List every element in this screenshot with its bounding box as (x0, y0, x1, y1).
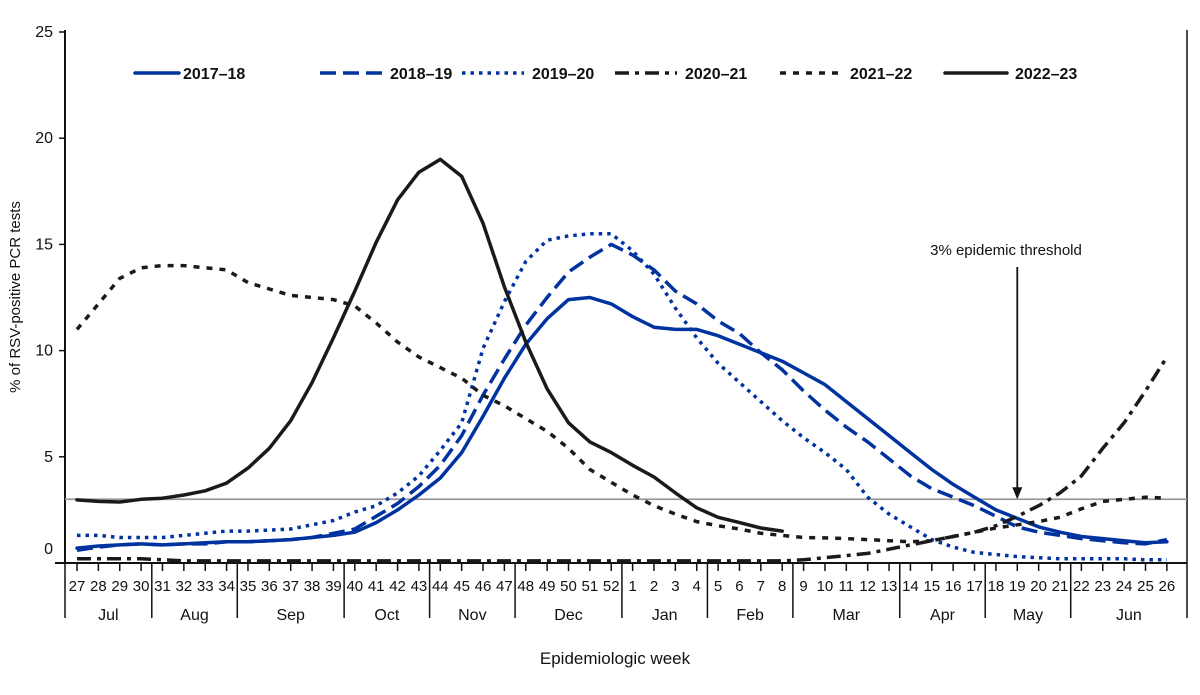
y-tick-label: 15 (35, 236, 53, 253)
y-tick-label: 10 (35, 343, 53, 360)
legend-label-1: 2018–19 (390, 66, 452, 83)
x-tick-label: 10 (817, 578, 834, 595)
x-tick-label: 5 (714, 578, 722, 595)
series-line-3 (77, 356, 1169, 563)
x-tick-label: 12 (859, 578, 876, 595)
legend-label-3: 2020–21 (685, 66, 747, 83)
series-line-1 (76, 242, 1168, 553)
x-tick-label: 48 (517, 578, 534, 595)
month-label: May (1013, 607, 1043, 624)
x-tick-label: 4 (693, 578, 701, 595)
x-tick-label: 29 (111, 578, 128, 595)
series-lines (75, 157, 1169, 563)
month-label: Dec (554, 607, 582, 624)
y-tick-label: 5 (44, 449, 53, 466)
legend-label-5: 2022–23 (1015, 66, 1077, 83)
x-tick-label: 3 (671, 578, 679, 595)
y-tick-label: 20 (35, 130, 53, 147)
month-label: Feb (736, 607, 764, 624)
series-line-4 (75, 263, 1167, 544)
x-tick-label: 36 (261, 578, 278, 595)
x-tick-label: 34 (218, 578, 235, 595)
x-tick-label: 19 (1009, 578, 1026, 595)
month-label: Jun (1116, 607, 1142, 624)
x-tick-label: 32 (176, 578, 193, 595)
x-tick-label: 50 (560, 578, 577, 595)
x-tick-label: 37 (282, 578, 299, 595)
x-tick-label: 38 (304, 578, 321, 595)
x-tick-label: 51 (582, 578, 599, 595)
x-tick-label: 27 (69, 578, 86, 595)
legend-label-2: 2019–20 (532, 66, 594, 83)
x-tick-label: 14 (902, 578, 919, 595)
x-tick-label: 33 (197, 578, 214, 595)
x-tick-label: 16 (945, 578, 962, 595)
x-tick-label: 42 (389, 578, 406, 595)
month-label: Sep (276, 607, 305, 624)
x-tick-label: 22 (1073, 578, 1090, 595)
x-tick-label: 13 (881, 578, 898, 595)
x-tick-label: 41 (368, 578, 385, 595)
month-label: Oct (374, 607, 399, 624)
threshold-label: 3% epidemic threshold (930, 242, 1082, 259)
x-tick-label: 6 (735, 578, 743, 595)
x-tick-label: 30 (133, 578, 150, 595)
x-tick-label: 40 (346, 578, 363, 595)
x-tick-label: 26 (1159, 578, 1176, 595)
month-label: Aug (180, 607, 208, 624)
x-tick-label: 44 (432, 578, 449, 595)
x-tick-label: 21 (1052, 578, 1069, 595)
series-line-0 (75, 295, 1169, 550)
x-tick-label: 31 (154, 578, 171, 595)
legend-label-0: 2017–18 (183, 66, 245, 83)
x-tick-label: 7 (757, 578, 765, 595)
x-tick-label: 28 (90, 578, 107, 595)
threshold-group (65, 267, 1187, 501)
month-label: Mar (833, 607, 861, 624)
x-tick-label: 35 (240, 578, 257, 595)
series-line-2 (77, 232, 1167, 562)
series-line-5 (75, 157, 784, 533)
month-label: Jan (652, 607, 678, 624)
x-tick-label: 15 (923, 578, 940, 595)
x-tick-label: 2 (650, 578, 658, 595)
x-tick-label: 47 (496, 578, 513, 595)
x-tick-label: 45 (453, 578, 470, 595)
x-tick-label: 9 (799, 578, 807, 595)
threshold-arrow-head-icon (1012, 487, 1023, 500)
x-tick-label: 43 (411, 578, 428, 595)
x-tick-label: 46 (475, 578, 492, 595)
x-tick-label: 52 (603, 578, 620, 595)
y-tick-label: 0 (44, 541, 53, 558)
x-tick-label: 20 (1030, 578, 1047, 595)
x-tick-label: 49 (539, 578, 556, 595)
x-tick-label: 1 (628, 578, 636, 595)
month-label: Apr (930, 607, 956, 624)
x-tick-label: 23 (1094, 578, 1111, 595)
x-tick-label: 8 (778, 578, 786, 595)
y-axis-label: % of RSV-positive PCR tests (7, 201, 24, 393)
x-tick-label: 25 (1137, 578, 1154, 595)
x-tick-label: 18 (988, 578, 1005, 595)
legend-label-4: 2021–22 (850, 66, 912, 83)
x-tick-label: 24 (1116, 578, 1133, 595)
legend: 2017–18 2018–19 2019–20 2020–21 2021–22 2022–… (133, 66, 1077, 83)
month-label: Nov (458, 607, 486, 624)
x-axis-label: Epidemiologic week (540, 649, 691, 668)
y-tick-label: 25 (35, 24, 53, 41)
x-tick-label: 17 (966, 578, 983, 595)
x-tick-label: 11 (839, 578, 855, 595)
month-label: Jul (98, 607, 118, 624)
x-tick-label: 39 (325, 578, 342, 595)
